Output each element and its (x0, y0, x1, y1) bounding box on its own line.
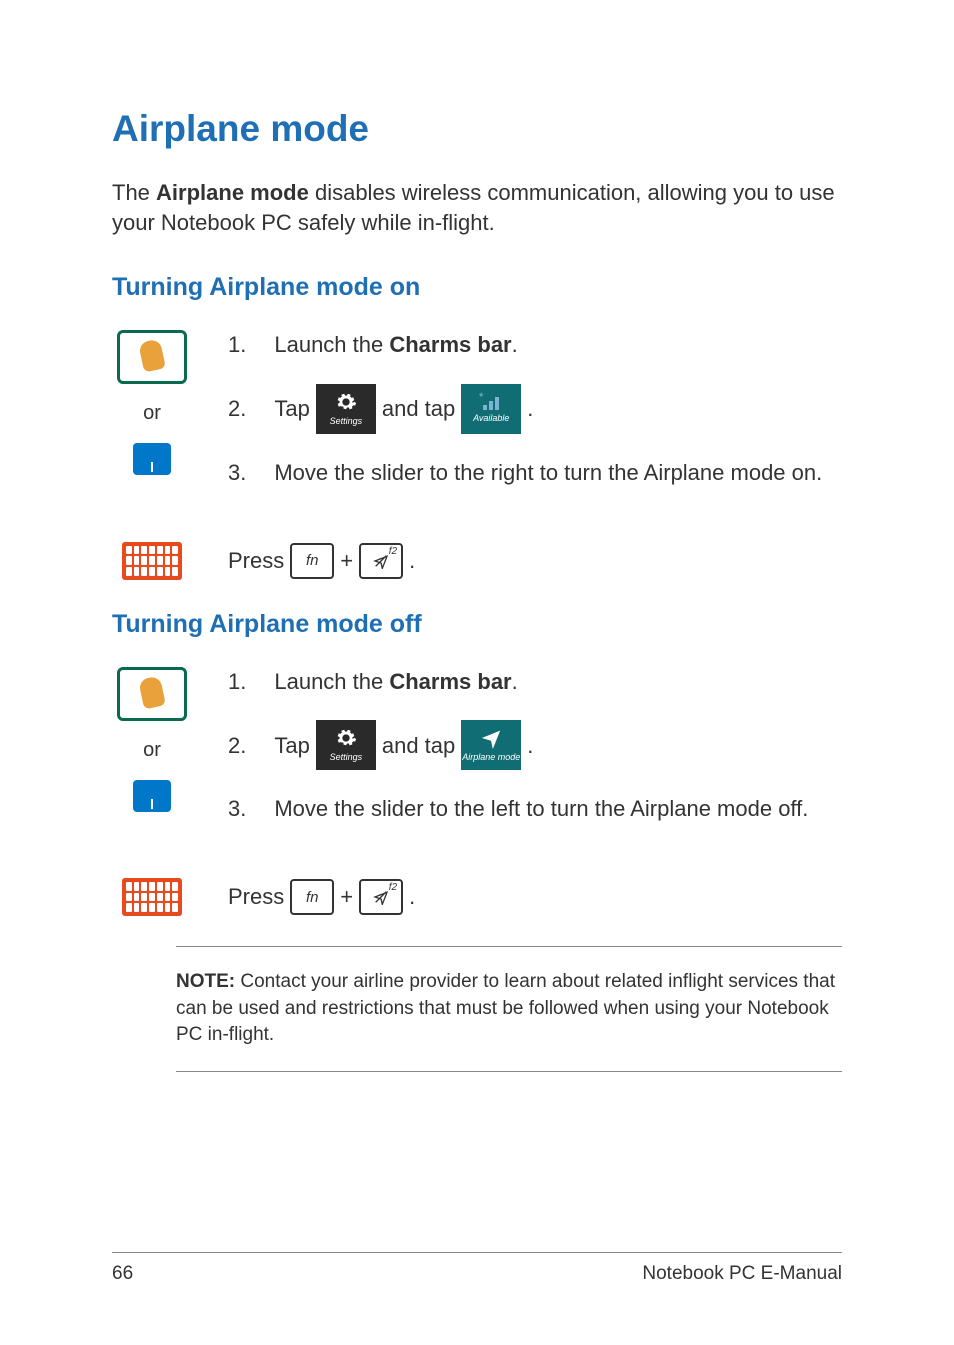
step1-pre: Launch the (274, 669, 389, 694)
or-label: or (143, 402, 161, 425)
input-method-column: or (112, 330, 192, 475)
press-label: Press (228, 548, 284, 574)
plus-sign: + (340, 884, 353, 910)
available-network-tile-icon: * Available (461, 384, 521, 434)
press-line: Press fn + f2 . (228, 543, 415, 579)
step-number: 2. (228, 731, 246, 761)
keyboard-shortcut-off: Press fn + f2 . (112, 878, 842, 916)
keyboard-shortcut-on: Press fn + f2 . (112, 542, 842, 580)
keyboard-column (112, 542, 192, 580)
section-off-heading: Turning Airplane mode off (112, 610, 842, 639)
step2-andtap: and tap (382, 394, 455, 424)
settings-tile-icon: Settings (316, 384, 376, 434)
step-3: 3. Move the slider to the right to turn … (228, 458, 842, 488)
airplane-strike-icon (373, 889, 389, 905)
section-off-block: or 1. Launch the Charms bar. 2. Tap Sett… (112, 667, 842, 848)
step-1: 1. Launch the Charms bar. (228, 330, 842, 360)
keyboard-column (112, 878, 192, 916)
step1-bold: Charms bar (389, 332, 511, 357)
airplane-mode-tile-icon: Airplane mode (461, 720, 521, 770)
or-label: or (143, 739, 161, 762)
fn-key-label: fn (306, 889, 319, 906)
step1-pre: Launch the (274, 332, 389, 357)
step-number: 3. (228, 458, 246, 488)
step2-post: . (527, 731, 533, 761)
step3-text: Move the slider to the right to turn the… (274, 458, 822, 488)
note-bold: NOTE: (176, 971, 235, 992)
input-method-column: or (112, 667, 192, 812)
step2-tap: Tap (274, 394, 309, 424)
step-number: 1. (228, 667, 246, 697)
touchscreen-icon (117, 667, 187, 721)
step2-post: . (527, 394, 533, 424)
step-number: 2. (228, 394, 246, 424)
section-on-block: or 1. Launch the Charms bar. 2. Tap Sett… (112, 330, 842, 511)
note-box: NOTE: Contact your airline provider to l… (176, 946, 842, 1072)
gear-icon (335, 727, 357, 749)
steps-off: 1. Launch the Charms bar. 2. Tap Setting… (228, 667, 842, 848)
press-post: . (409, 548, 415, 574)
keyboard-icon (122, 878, 182, 916)
step-2: 2. Tap Settings and tap Airplane mode . (228, 720, 842, 770)
page-number: 66 (112, 1263, 133, 1285)
airplane-icon (480, 727, 502, 749)
intro-pre: The (112, 180, 156, 205)
step1-bold: Charms bar (389, 669, 511, 694)
page-footer: 66 Notebook PC E-Manual (112, 1252, 842, 1285)
touchpad-icon (133, 443, 171, 475)
step-number: 1. (228, 330, 246, 360)
intro-bold: Airplane mode (156, 180, 309, 205)
f2-label: f2 (389, 546, 397, 557)
step-3: 3. Move the slider to the left to turn t… (228, 794, 842, 824)
asterisk-icon: * (479, 389, 484, 405)
fn-key-label: fn (306, 552, 319, 569)
press-post: . (409, 884, 415, 910)
f2-airplane-key-icon: f2 (359, 543, 403, 579)
f2-airplane-key-icon: f2 (359, 879, 403, 915)
section-on-heading: Turning Airplane mode on (112, 273, 842, 302)
doc-title: Notebook PC E-Manual (642, 1263, 842, 1285)
step-2: 2. Tap Settings and tap * Available . (228, 384, 842, 434)
press-line: Press fn + f2 . (228, 879, 415, 915)
step3-text: Move the slider to the left to turn the … (274, 794, 808, 824)
page-title: Airplane mode (112, 108, 842, 150)
fn-key-icon: fn (290, 879, 334, 915)
step1-post: . (512, 332, 518, 357)
f2-label: f2 (389, 882, 397, 893)
intro-text: The Airplane mode disables wireless comm… (112, 178, 842, 237)
gear-icon (335, 391, 357, 413)
fn-key-icon: fn (290, 543, 334, 579)
step-number: 3. (228, 794, 246, 824)
available-tile-label: Available (473, 412, 509, 424)
airplane-strike-icon (373, 553, 389, 569)
settings-tile-icon: Settings (316, 720, 376, 770)
plus-sign: + (340, 548, 353, 574)
settings-tile-label: Settings (330, 751, 363, 763)
touchpad-icon (133, 780, 171, 812)
steps-on: 1. Launch the Charms bar. 2. Tap Setting… (228, 330, 842, 511)
step-1: 1. Launch the Charms bar. (228, 667, 842, 697)
page-content: Airplane mode The Airplane mode disables… (0, 0, 954, 1072)
step2-andtap: and tap (382, 731, 455, 761)
step2-tap: Tap (274, 731, 309, 761)
press-label: Press (228, 884, 284, 910)
touchscreen-icon (117, 330, 187, 384)
settings-tile-label: Settings (330, 415, 363, 427)
keyboard-icon (122, 542, 182, 580)
airplane-tile-label: Airplane mode (462, 751, 520, 763)
note-text: Contact your airline provider to learn a… (176, 971, 835, 1045)
step1-post: . (512, 669, 518, 694)
